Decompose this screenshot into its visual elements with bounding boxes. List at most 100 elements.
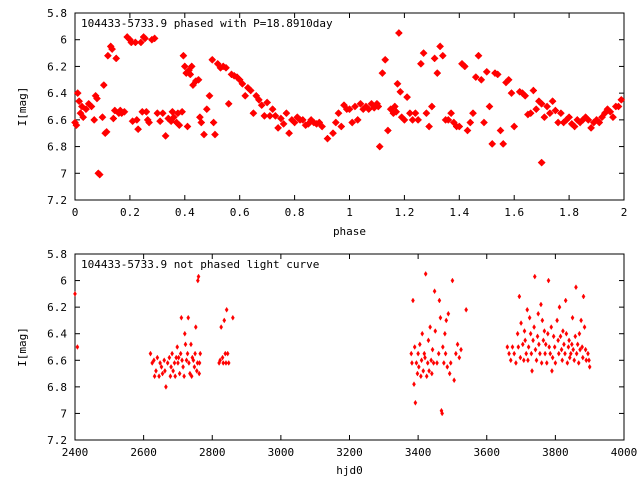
data-point [158,109,167,118]
data-point [527,314,532,321]
data-point [95,170,104,179]
data-point [553,360,558,366]
data-point [225,350,230,357]
data-point [508,357,513,364]
data-point [249,109,258,118]
chart-title: 104433-5733.9 not phased light curve [81,258,319,271]
y-tick-label: 7.2 [47,194,67,207]
data-point [580,354,585,361]
data-point [112,54,121,63]
data-point [510,344,515,350]
data-point [521,357,526,364]
data-point [582,324,587,330]
data-point [348,118,357,127]
x-tick-label: 2400 [62,446,89,459]
data-point [165,360,170,366]
data-point [505,344,510,350]
data-point [583,346,588,353]
data-point [200,130,208,139]
data-point [463,126,472,135]
data-point [178,350,183,357]
data-point [544,360,549,366]
data-point [158,360,162,366]
data-point [471,73,480,82]
data-point [93,94,101,103]
data-point [430,346,435,353]
data-point [265,111,274,120]
data-point [455,341,460,348]
data-point [177,370,182,377]
data-point [584,357,589,364]
data-point [108,45,117,54]
data-point [549,324,554,330]
data-point [587,357,591,364]
data-point [403,93,412,102]
data-point [437,297,442,304]
data-point [448,360,453,366]
data-point [392,107,401,116]
data-point [173,373,178,380]
data-point [444,317,449,324]
data-point [142,107,151,116]
data-point [580,344,584,350]
data-point [109,114,118,123]
data-point [161,131,170,140]
x-tick-label: 2 [621,206,628,219]
data-point [254,95,263,104]
y-axis-label: I[mag] [16,327,29,367]
data-point [548,350,553,357]
data-point [224,306,229,313]
data-point [558,333,563,340]
data-point [586,350,590,357]
data-point [178,107,187,116]
data-point [424,373,429,380]
data-point [156,117,165,126]
data-point [268,105,277,114]
data-point [396,87,405,96]
x-tick-label: 3800 [542,446,569,459]
data-point [351,102,359,111]
data-point [573,333,578,340]
data-point [556,350,561,357]
data-point [537,158,546,167]
data-series [71,29,626,179]
data-point [537,341,541,348]
data-point [176,360,180,366]
data-point [159,364,164,370]
data-point [131,38,140,47]
data-point [394,29,403,37]
x-tick-label: 0.8 [285,206,305,219]
data-point [413,399,418,406]
data-point [163,368,167,374]
data-point [422,109,431,118]
data-point [529,350,534,357]
data-point [447,109,456,118]
data-point [440,410,444,417]
data-point [532,273,537,280]
data-point [393,79,402,88]
data-point [423,271,428,277]
data-point [507,350,511,357]
data-point [241,91,250,100]
data-point [172,360,177,366]
data-point [189,341,193,348]
chart-panel-2: 2400 2600 2800 3000 3200 3400 3600 3800 4000 5.8 6… [16,248,637,477]
data-point [522,328,527,334]
data-point [271,111,280,120]
data-point [546,277,551,284]
data-point [132,115,141,124]
data-point [587,364,592,370]
data-point [574,284,578,291]
data-point [416,59,425,68]
data-point [543,350,547,357]
data-point [150,34,159,43]
data-point [579,317,583,324]
data-point [482,67,491,76]
data-point [474,51,483,60]
data-point [408,115,417,124]
chart-title: 104433-5733.9 phased with P=18.8910day [81,17,333,30]
data-point [517,293,522,300]
data-point [411,109,420,118]
data-point [152,357,156,364]
data-point [519,320,523,326]
